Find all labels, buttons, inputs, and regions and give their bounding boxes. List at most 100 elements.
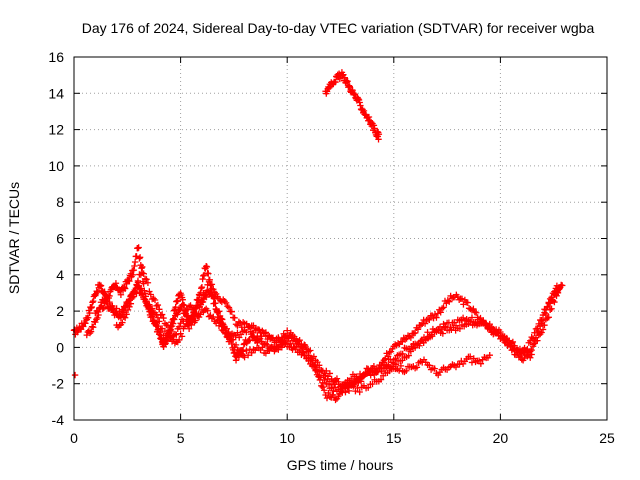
data-point (82, 320, 89, 327)
data-point (174, 311, 181, 318)
data-point (208, 281, 216, 288)
data-point (321, 376, 328, 384)
data-point (350, 383, 357, 390)
y-tick-label: -4 (52, 412, 65, 428)
data-point (444, 297, 452, 304)
data-point (322, 372, 329, 379)
data-point (458, 295, 466, 303)
data-point (204, 307, 211, 314)
data-point (106, 298, 113, 306)
data-point (136, 255, 143, 262)
data-point (386, 349, 393, 356)
data-point (231, 314, 238, 322)
data-point (431, 365, 438, 372)
data-point (131, 258, 139, 266)
x-tick-label: 25 (599, 430, 615, 446)
data-point (439, 330, 447, 337)
data-point (146, 301, 153, 308)
data-point (426, 362, 433, 369)
data-point (153, 302, 160, 310)
data-point (371, 125, 378, 132)
data-point (71, 371, 79, 379)
data-point (99, 296, 106, 303)
data-point (241, 354, 248, 361)
x-tick-label: 15 (386, 430, 402, 446)
data-point (224, 303, 231, 310)
data-point (440, 304, 447, 311)
data-point (556, 285, 563, 292)
data-point (167, 326, 174, 333)
data-point (518, 356, 525, 363)
data-point (365, 384, 372, 391)
data-point (101, 288, 108, 295)
data-point (366, 117, 373, 124)
data-point (258, 332, 265, 340)
data-point (172, 303, 179, 311)
data-point (198, 294, 206, 302)
data-point (556, 283, 564, 291)
data-point (126, 296, 133, 303)
data-point (175, 323, 183, 331)
data-point (406, 333, 413, 340)
data-point (357, 102, 364, 109)
data-point (356, 388, 363, 396)
data-point (94, 289, 101, 296)
data-point (188, 315, 196, 323)
data-point (147, 291, 154, 298)
data-point (176, 306, 183, 314)
data-point (121, 284, 128, 291)
data-point (514, 349, 521, 356)
data-point (88, 303, 95, 311)
data-point (96, 281, 103, 289)
data-point (296, 336, 303, 344)
data-point (199, 275, 206, 283)
data-point (426, 316, 433, 324)
data-point (255, 326, 262, 333)
data-point (285, 333, 293, 340)
data-point (318, 367, 325, 374)
data-point (223, 325, 230, 332)
data-point (365, 113, 373, 121)
data-point (211, 300, 218, 307)
data-point (407, 334, 415, 341)
data-point (184, 321, 191, 328)
data-point (301, 342, 309, 349)
y-tick-label: 10 (48, 158, 64, 174)
data-point (388, 366, 395, 373)
data-point (383, 350, 390, 357)
data-point (428, 333, 436, 340)
data-point (401, 336, 409, 343)
axis-ticks: 0 5 10 15 20 25 -4 -2 0 2 4 6 8 10 12 14 16 (48, 49, 615, 446)
data-point (123, 311, 130, 318)
data-point (130, 266, 137, 274)
data-point (356, 99, 363, 106)
data-point (143, 276, 150, 283)
data-point (345, 387, 353, 395)
data-point (140, 280, 147, 287)
data-point (243, 347, 250, 354)
data-point (307, 355, 314, 363)
data-point (156, 318, 163, 325)
data-point (178, 302, 185, 310)
data-point (87, 328, 95, 335)
data-point (133, 281, 140, 288)
data-point (278, 334, 286, 341)
data-point (127, 300, 135, 307)
y-tick-label: 8 (56, 194, 64, 210)
data-point (446, 298, 453, 305)
data-point (198, 285, 205, 292)
y-tick-label: 2 (56, 303, 64, 319)
data-point (203, 263, 211, 271)
data-point (466, 353, 474, 360)
data-point (542, 310, 550, 318)
data-point (184, 306, 191, 313)
data-point (371, 371, 378, 378)
data-point (471, 308, 479, 316)
data-point (238, 324, 245, 331)
data-point (200, 272, 207, 280)
data-point (171, 316, 178, 323)
data-point (341, 74, 348, 81)
data-point (235, 353, 243, 361)
data-point (344, 78, 351, 85)
data-point (126, 303, 133, 311)
